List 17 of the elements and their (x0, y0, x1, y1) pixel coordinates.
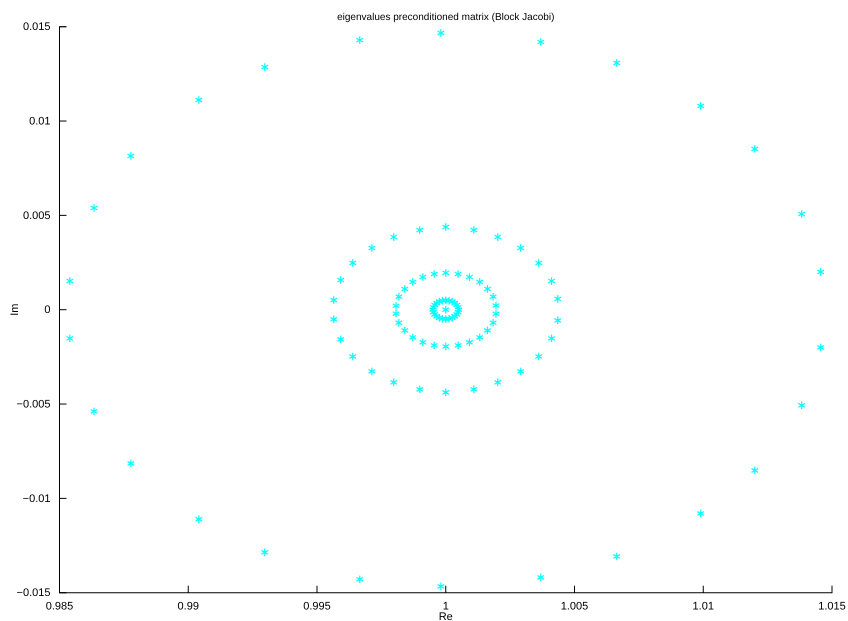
y-tick-label: 0 (44, 304, 50, 316)
y-tick-label: 0.015 (22, 21, 50, 34)
y-tick-label: 0.01 (29, 116, 50, 128)
y-tick-label: −0.005 (16, 398, 50, 411)
y-tick-label: −0.015 (16, 587, 50, 600)
x-tick-label: 0.985 (46, 600, 74, 613)
x-tick-label: 1.005 (560, 600, 588, 613)
x-axis-title: Re (438, 611, 453, 621)
chart-title: eigenvalues preconditioned matrix (Block Jacobi) (337, 12, 554, 23)
x-tick-label: 0.99 (178, 600, 199, 613)
x-tick-label: 1.015 (818, 600, 846, 613)
x-tick-label: 0.995 (303, 600, 331, 613)
y-tick-label: −0.01 (22, 492, 50, 505)
x-tick-label: 1 (442, 600, 449, 613)
y-tick-label: 0.005 (22, 210, 50, 222)
x-tick-label: 1.01 (692, 600, 714, 613)
y-axis-title: Im (9, 304, 21, 316)
